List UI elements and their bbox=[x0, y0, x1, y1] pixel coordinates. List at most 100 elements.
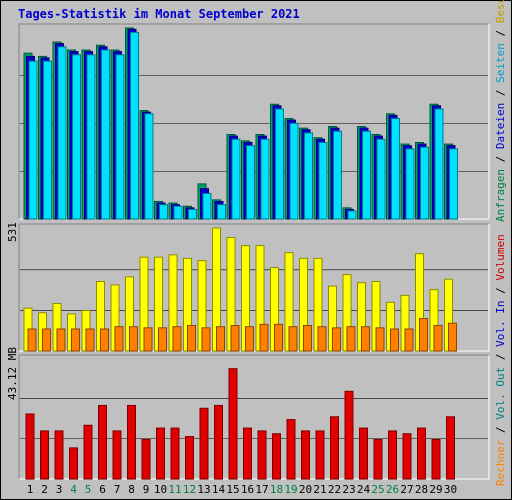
bar-rechner-day-28 bbox=[419, 318, 428, 352]
day-label-5: 5 bbox=[85, 483, 92, 496]
bar-volumen-day-3 bbox=[54, 430, 64, 480]
bar-volumen-day-11 bbox=[170, 427, 180, 480]
bar-rechner-day-3 bbox=[56, 328, 66, 352]
bar-volumen-day-16 bbox=[243, 427, 252, 480]
bar-seiten-day-16 bbox=[246, 145, 255, 220]
bar-seiten-day-20 bbox=[304, 132, 313, 220]
day-label-10: 10 bbox=[154, 483, 167, 496]
bar-rechner-day-4 bbox=[71, 328, 80, 352]
bar-seiten-day-6 bbox=[101, 49, 110, 220]
day-label-6: 6 bbox=[99, 483, 106, 496]
day-label-3: 3 bbox=[56, 483, 63, 496]
bar-seiten-day-10 bbox=[159, 204, 168, 220]
bar-seiten-day-21 bbox=[318, 141, 328, 220]
bar-rechner-day-16 bbox=[245, 326, 254, 352]
bar-volumen-day-14 bbox=[214, 404, 223, 480]
bar-volumen-day-19 bbox=[286, 419, 296, 480]
bar-seiten-day-19 bbox=[289, 122, 299, 220]
bar-volumen-day-9 bbox=[141, 438, 151, 480]
bar-rechner-day-24 bbox=[361, 326, 370, 352]
bar-volumen-day-10 bbox=[156, 427, 165, 480]
day-label-30: 30 bbox=[444, 483, 457, 496]
bar-seiten-day-5 bbox=[86, 54, 96, 220]
bar-rechner-day-13 bbox=[201, 327, 211, 352]
bar-seiten-day-8 bbox=[130, 31, 139, 220]
day-label-11: 11 bbox=[168, 483, 181, 496]
bar-volumen-day-22 bbox=[330, 416, 339, 480]
day-label-17: 17 bbox=[255, 483, 268, 496]
bar-rechner-day-29 bbox=[433, 325, 443, 352]
bar-rechner-day-17 bbox=[259, 323, 269, 352]
day-label-9: 9 bbox=[143, 483, 150, 496]
bar-rechner-day-2 bbox=[42, 328, 51, 352]
bar-rechner-day-26 bbox=[390, 328, 399, 352]
bar-rechner-day-8 bbox=[129, 326, 138, 352]
bar-volumen-day-27 bbox=[402, 433, 412, 480]
bar-rechner-day-21 bbox=[317, 326, 327, 352]
bar-seiten-day-24 bbox=[362, 130, 371, 220]
bar-seiten-day-14 bbox=[217, 204, 226, 220]
bar-rechner-day-5 bbox=[85, 328, 95, 352]
bar-volumen-day-18 bbox=[272, 433, 281, 480]
bar-rechner-day-20 bbox=[303, 325, 312, 352]
bar-rechner-day-23 bbox=[346, 326, 356, 352]
bar-volumen-day-30 bbox=[446, 416, 455, 480]
bar-volumen-day-20 bbox=[301, 430, 310, 480]
bar-seiten-day-1 bbox=[28, 60, 38, 220]
bar-volumen-day-8 bbox=[127, 404, 136, 480]
bar-seiten-day-7 bbox=[115, 54, 125, 220]
bar-seiten-day-28 bbox=[420, 146, 429, 220]
day-label-15: 15 bbox=[226, 483, 239, 496]
day-label-16: 16 bbox=[241, 483, 254, 496]
bar-rechner-day-12 bbox=[187, 325, 196, 352]
bar-seiten-day-25 bbox=[376, 138, 386, 220]
day-label-20: 20 bbox=[299, 483, 312, 496]
day-label-12: 12 bbox=[183, 483, 196, 496]
day-label-14: 14 bbox=[212, 483, 226, 496]
bar-seiten-day-23 bbox=[347, 210, 357, 220]
bar-seiten-day-18 bbox=[275, 108, 284, 220]
bar-seiten-day-2 bbox=[43, 60, 52, 220]
day-label-28: 28 bbox=[415, 483, 428, 496]
chart-title: Tages-Statistik im Monat September 2021 bbox=[18, 7, 300, 21]
day-label-21: 21 bbox=[313, 483, 326, 496]
bar-seiten-day-9 bbox=[144, 113, 154, 220]
bar-seiten-day-4 bbox=[72, 54, 81, 220]
day-label-23: 23 bbox=[342, 483, 355, 496]
bar-volumen-day-2 bbox=[40, 430, 49, 480]
day-label-27: 27 bbox=[400, 483, 413, 496]
day-label-18: 18 bbox=[270, 483, 283, 496]
bar-seiten-day-12 bbox=[188, 208, 197, 220]
day-label-22: 22 bbox=[328, 483, 341, 496]
bar-volumen-day-5 bbox=[83, 424, 93, 480]
day-label-2: 2 bbox=[41, 483, 48, 496]
bar-rechner-day-25 bbox=[375, 327, 385, 352]
day-label-8: 8 bbox=[128, 483, 135, 496]
bar-volumen-day-26 bbox=[388, 430, 397, 480]
bar-volumen-day-6 bbox=[98, 404, 107, 480]
bar-seiten-day-29 bbox=[434, 108, 444, 220]
day-label-1: 1 bbox=[27, 483, 34, 496]
bar-rechner-day-15 bbox=[230, 325, 240, 352]
bar-rechner-day-11 bbox=[172, 326, 182, 352]
bar-seiten-day-22 bbox=[333, 130, 342, 220]
bar-seiten-day-27 bbox=[405, 148, 415, 220]
bar-volumen-day-1 bbox=[25, 413, 35, 480]
bar-rechner-day-18 bbox=[274, 323, 283, 352]
bar-seiten-day-3 bbox=[57, 46, 67, 220]
day-label-7: 7 bbox=[114, 483, 121, 496]
day-label-4: 4 bbox=[70, 483, 77, 496]
bar-rechner-day-14 bbox=[216, 326, 225, 352]
bar-volumen-day-25 bbox=[373, 438, 383, 480]
bar-seiten-day-17 bbox=[260, 138, 270, 220]
bar-rechner-day-1 bbox=[27, 328, 37, 352]
bar-rechner-day-27 bbox=[404, 328, 414, 352]
bar-seiten-day-13 bbox=[202, 192, 212, 220]
bar-seiten-day-26 bbox=[391, 118, 400, 220]
bar-rechner-day-10 bbox=[158, 327, 167, 352]
bar-rechner-day-7 bbox=[114, 326, 124, 352]
bar-rechner-day-19 bbox=[288, 326, 298, 352]
bar-volumen-day-28 bbox=[417, 427, 426, 480]
bar-volumen-day-15 bbox=[228, 368, 238, 480]
